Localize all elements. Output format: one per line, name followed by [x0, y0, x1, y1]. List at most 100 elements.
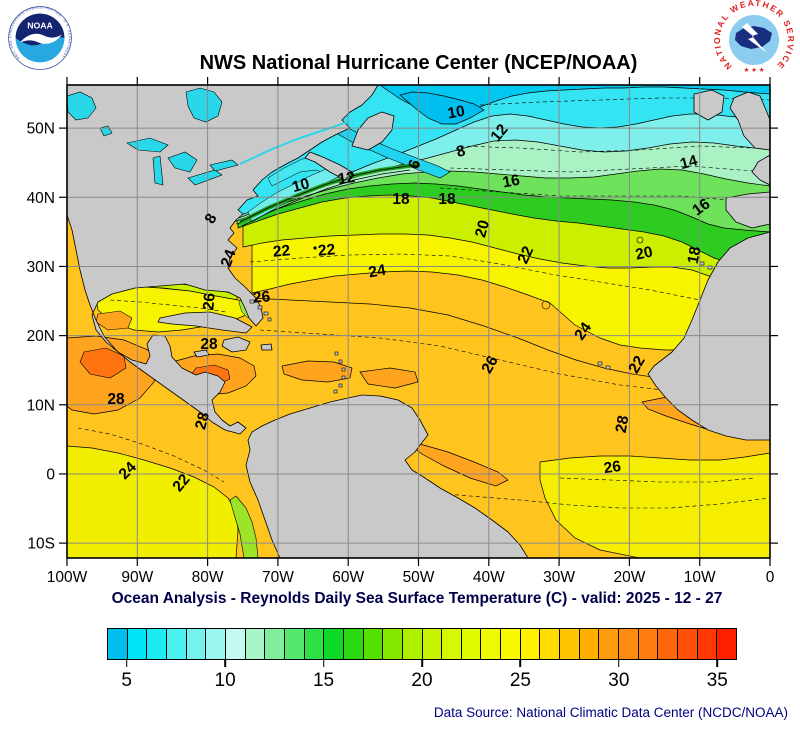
front-contour-2: [241, 169, 411, 227]
lat-label: 20N: [27, 328, 55, 345]
lake-huron: [167, 151, 198, 173]
lakes: [67, 87, 239, 186]
lon-label: 40W: [473, 569, 505, 586]
colorbar-tick-label: 5: [121, 670, 132, 691]
colorbar-segment: [658, 629, 679, 659]
hudson-bay: [67, 91, 97, 121]
contour-label: 26: [478, 353, 502, 377]
contour-label: 20: [634, 243, 654, 263]
cuba: [157, 311, 253, 334]
contour-label: 22: [625, 353, 648, 376]
lon-label: 80W: [192, 569, 224, 586]
colorbar-segment: [363, 629, 384, 659]
colorbar-segment: [225, 629, 246, 659]
lat-label: 40N: [27, 190, 55, 207]
contour-label: 26: [603, 458, 623, 477]
colorbar-segment: [599, 629, 620, 659]
colorbar-segment: [678, 629, 698, 659]
contour-label: 18: [438, 191, 456, 208]
contour-label: 24: [218, 247, 240, 269]
bermuda-dot: [313, 246, 317, 250]
colorbar-segment: [304, 629, 325, 659]
small-islands: [249, 261, 713, 394]
hispaniola: [221, 336, 251, 353]
lon-label: 20W: [613, 569, 645, 586]
lake-erie: [187, 169, 223, 186]
colorbar-segment: [520, 629, 541, 659]
contour-label: 20: [472, 218, 493, 239]
great-britain: [729, 91, 770, 151]
colorbar-tick: [618, 660, 620, 667]
contour-label: 10: [446, 103, 466, 123]
colorbar-segment: [206, 629, 226, 659]
lat-label: 30N: [27, 259, 55, 276]
nws-logo: NATIONAL WEATHER SERVICE ★ ★ ★: [712, 0, 794, 80]
nws-usmap-icon: [735, 26, 772, 49]
st-lawrence-river: [239, 121, 349, 165]
contour-label: 28: [200, 336, 218, 353]
colorbar-tick-label: 30: [608, 670, 630, 691]
colorbar-segment: [461, 629, 482, 659]
north-america: [67, 85, 379, 435]
lon-label: 60W: [332, 569, 364, 586]
james-bay: [185, 87, 223, 123]
lake-ontario: [209, 159, 239, 172]
colorbar-legend: 5 10 15 20 25 30 35: [107, 628, 737, 698]
axis-labels: 100W 90W 80W 70W 60W 50W 40W 30W 20W 10W 0 50N 40N 30…: [27, 77, 778, 586]
colorbar-segment: [717, 629, 736, 659]
front-contour: [239, 164, 421, 223]
noaa-gull-icon: [19, 33, 62, 44]
colorbar-tick-label: 25: [509, 670, 532, 691]
lon-label: 90W: [121, 569, 153, 586]
colorbar-segment: [383, 629, 403, 659]
lake-michigan: [152, 155, 164, 186]
page-title: NWS National Hurricane Center (NCEP/NOAA…: [199, 52, 638, 74]
warm-patch-brazil: [413, 443, 509, 487]
colorbar-segment: [540, 629, 561, 659]
colorbar-segment: [638, 629, 659, 659]
nova-scotia: [304, 151, 353, 181]
nws-lightning-icon: [742, 23, 767, 53]
peru-cold-strip: [229, 495, 259, 558]
contour-label: 22: [272, 242, 291, 260]
colorbar-tick-label: 20: [411, 670, 433, 691]
contour-label: 16: [501, 172, 521, 192]
graticule: [67, 85, 770, 558]
nws-logo-svg: NATIONAL WEATHER SERVICE ★ ★ ★: [712, 0, 794, 78]
colorbar-segment: [324, 629, 344, 659]
colorbar-segment: [108, 629, 128, 659]
lon-label: 50W: [403, 569, 435, 586]
colorbar-segment: [422, 629, 443, 659]
lon-label: 0: [766, 569, 775, 586]
contour-label: 28: [613, 414, 633, 434]
colorbar-segment: [166, 629, 187, 659]
france: [751, 154, 770, 186]
colorbar-segment: [245, 629, 266, 659]
lat-label: 50N: [27, 121, 55, 138]
colorbar-tick: [125, 660, 128, 667]
colorbar-segment: [127, 629, 148, 659]
puerto-rico: [260, 343, 273, 351]
colorbar-tick-label: 35: [706, 670, 728, 691]
contour-label: 26: [252, 288, 271, 306]
colorbar-segment: [402, 629, 423, 659]
contour-label: 22: [515, 244, 538, 267]
noaa-wordmark: NOAA: [27, 20, 53, 30]
colorbar-tick: [224, 660, 226, 667]
lon-label: 70W: [262, 569, 294, 586]
noaa-logo: NATIONAL OCEANIC AND ATMOSPHERIC ADMINIS…: [4, 2, 74, 72]
contour-label: 12: [337, 169, 356, 188]
colorbar-segment: [265, 629, 285, 659]
colorbar-segment: [442, 629, 462, 659]
colorbar-segment: [501, 629, 521, 659]
colorbar-segment: [284, 629, 305, 659]
landmasses: [67, 85, 770, 558]
colorbar-segment: [560, 629, 580, 659]
colorbar-segment: [481, 629, 502, 659]
colorbar-segment: [697, 629, 718, 659]
data-source-note: Data Source: National Climatic Data Cent…: [433, 705, 788, 720]
colorbar-tick: [519, 660, 522, 667]
contour-eddy: [541, 300, 551, 310]
